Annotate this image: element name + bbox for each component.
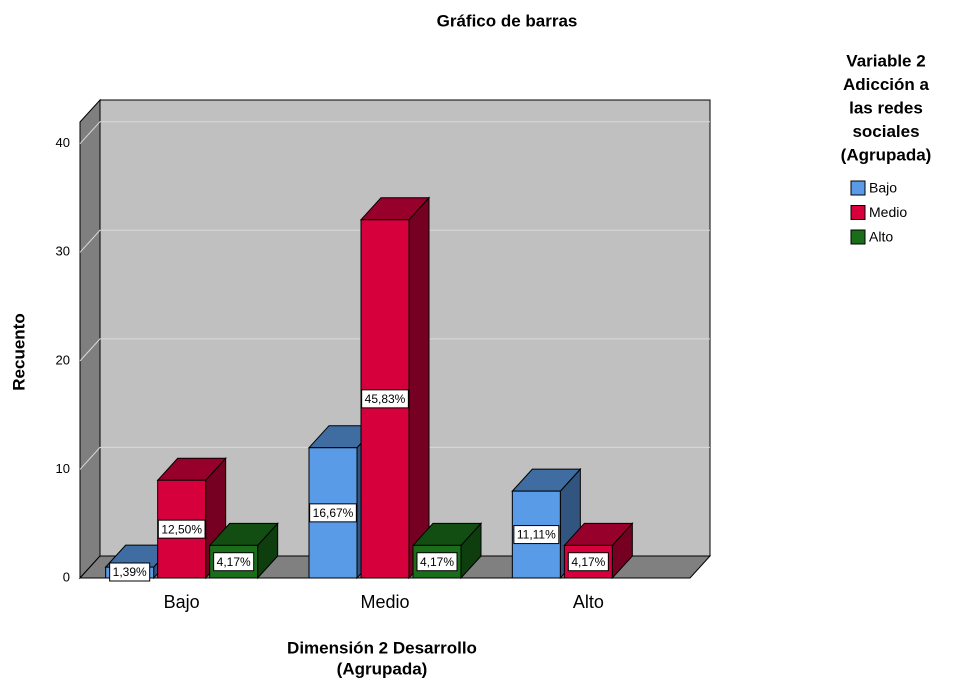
bar: [359, 196, 431, 580]
value-label-box: [309, 503, 357, 523]
y-tick-label: 10: [56, 461, 70, 476]
value-label-box: [567, 552, 609, 572]
value-label: 12,50%: [161, 522, 202, 536]
value-label: 45,83%: [365, 392, 406, 406]
x-tick-label: Medio: [360, 592, 409, 612]
x-axis-label: Dimensión 2 Desarrollo: [287, 638, 477, 657]
value-label-box: [157, 519, 206, 539]
legend-swatch: [850, 180, 866, 196]
y-tick-label: 0: [63, 569, 70, 584]
x-tick-label: Alto: [573, 592, 604, 612]
legend-title: Variable 2: [846, 51, 925, 70]
x-tick-label: Bajo: [164, 592, 200, 612]
value-label-box: [213, 552, 255, 572]
value-label: 1,39%: [113, 565, 147, 579]
value-label: 4,17%: [217, 555, 251, 569]
left-wall: [79, 98, 101, 580]
legend-label: Alto: [869, 229, 893, 245]
value-label: 4,17%: [420, 555, 454, 569]
x-axis-label: (Agrupada): [337, 659, 428, 678]
grid-line: [79, 446, 710, 470]
legend-title: (Agrupada): [841, 145, 932, 164]
y-tick-label: 30: [56, 244, 70, 259]
value-label-box: [361, 389, 409, 409]
legend-swatch: [850, 229, 866, 245]
bar-side: [408, 196, 430, 580]
value-label-box: [513, 525, 560, 545]
legend-label: Bajo: [869, 180, 897, 196]
grid-line: [79, 338, 710, 362]
y-axis-label: Recuento: [9, 313, 28, 390]
chart-title: Gráfico de barras: [437, 11, 578, 30]
y-tick-label: 20: [56, 352, 70, 367]
legend-title: las redes: [849, 98, 923, 117]
y-tick-label: 40: [56, 135, 70, 150]
grid-line: [79, 229, 710, 253]
legend-title: Adicción a: [843, 75, 930, 94]
legend-label: Medio: [869, 204, 907, 220]
value-label: 11,11%: [517, 528, 556, 542]
value-label-box: [416, 552, 458, 572]
legend-swatch: [850, 205, 866, 220]
value-label: 4,17%: [571, 555, 605, 569]
value-label: 16,67%: [313, 506, 354, 520]
grid-line: [79, 121, 710, 145]
value-label-box: [109, 562, 151, 582]
legend-title: sociales: [852, 122, 919, 141]
